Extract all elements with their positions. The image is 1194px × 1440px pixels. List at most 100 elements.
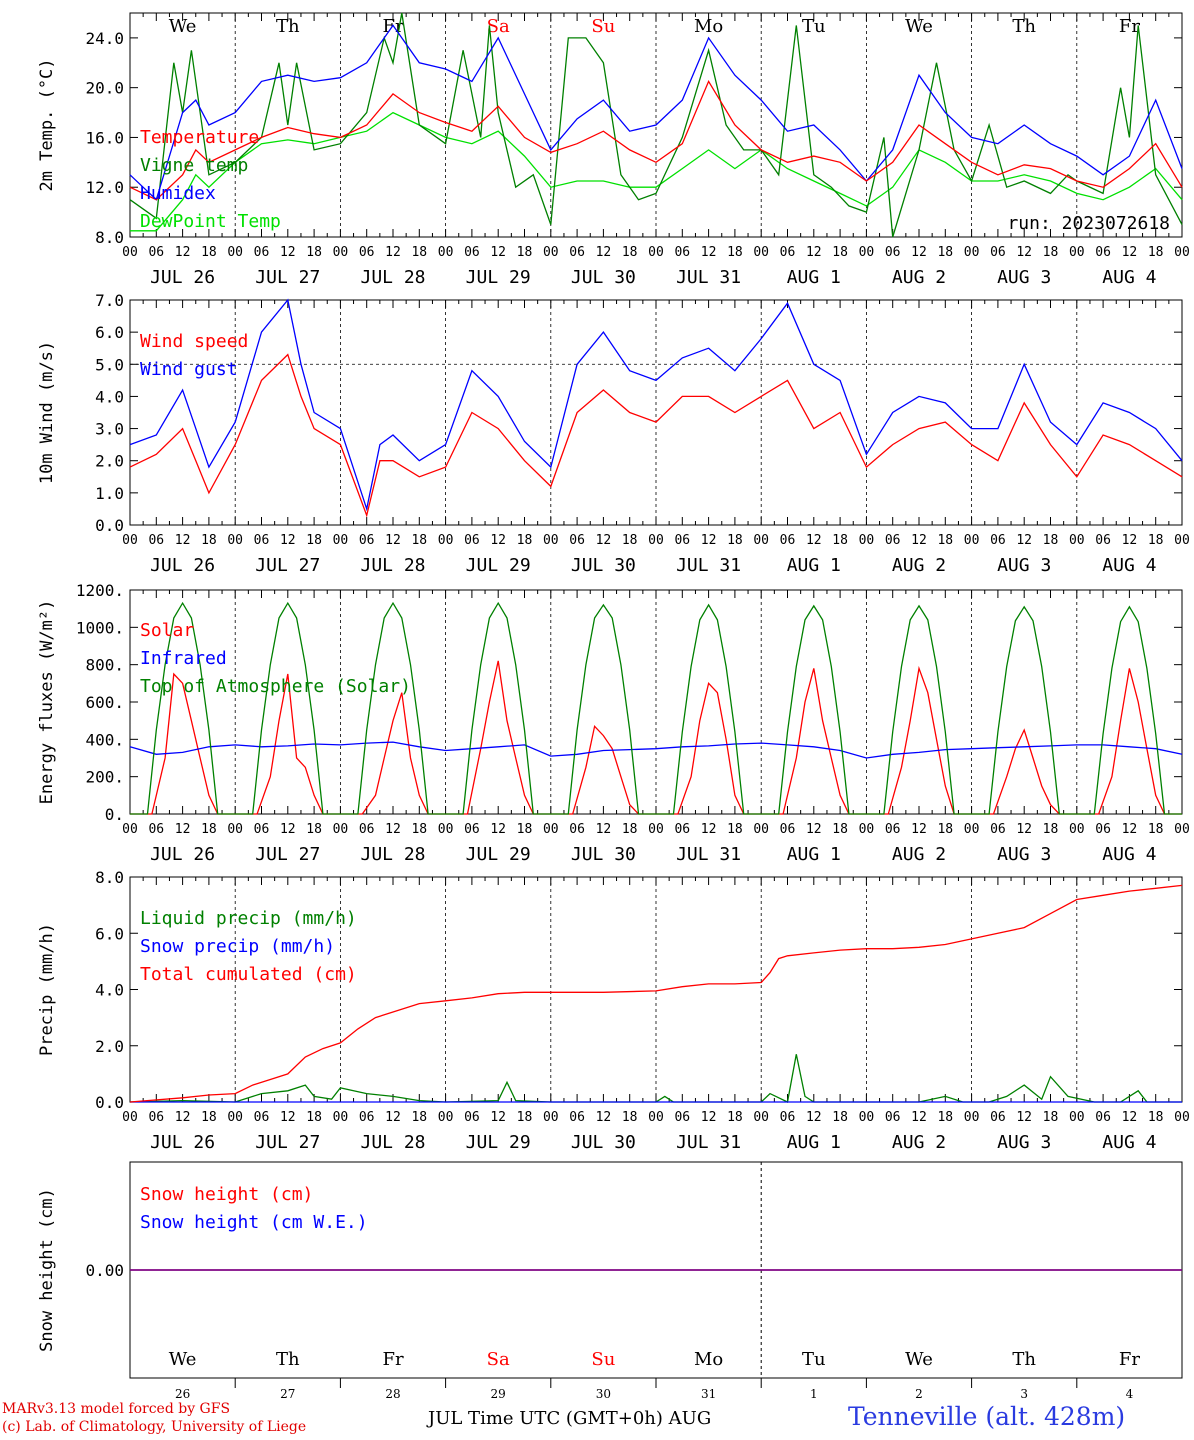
weekday-label: Tu bbox=[802, 1349, 826, 1370]
y-tick-label: 600. bbox=[85, 693, 124, 712]
hour-tick-label: 06 bbox=[1095, 533, 1111, 548]
date-label: AUG 1 bbox=[787, 844, 841, 865]
hour-tick-label: 18 bbox=[201, 245, 217, 260]
hour-tick-label: 00 bbox=[648, 533, 664, 548]
hour-tick-label: 00 bbox=[227, 1110, 243, 1125]
hour-tick-label: 18 bbox=[832, 822, 848, 837]
hour-tick-label: 00 bbox=[753, 245, 769, 260]
hour-tick-label: 06 bbox=[674, 822, 690, 837]
temp-panel: 8.0 12.0 16.0 20.0 24.0 00 06 12 18 00 06 12 18 00 06 1… bbox=[37, 12, 1190, 288]
y-axis-title: Precip (mm/h) bbox=[37, 923, 57, 1056]
date-label: JUL 30 bbox=[571, 1132, 636, 1153]
hour-tick-label: 00 bbox=[648, 1110, 664, 1125]
weekday-label: Su bbox=[591, 1349, 615, 1370]
hour-tick-label: 06 bbox=[990, 533, 1006, 548]
hour-tick-label: 12 bbox=[911, 822, 927, 837]
legend-entry: Snow height (cm W.E.) bbox=[140, 1212, 368, 1233]
y-tick-label: 6.0 bbox=[95, 924, 124, 943]
date-label: AUG 2 bbox=[892, 267, 946, 288]
y-tick-label: 5.0 bbox=[95, 355, 124, 374]
date-label: JUL 27 bbox=[255, 555, 320, 576]
date-label: AUG 2 bbox=[892, 1132, 946, 1153]
hour-tick-label: 00 bbox=[1069, 1110, 1085, 1125]
hour-tick-label: 18 bbox=[411, 533, 427, 548]
hour-tick-label: 18 bbox=[727, 245, 743, 260]
hour-tick-label: 12 bbox=[1122, 245, 1138, 260]
date-label: JUL 29 bbox=[466, 267, 531, 288]
y-tick-label: 0. bbox=[105, 805, 124, 824]
y-tick-label: 1.0 bbox=[95, 484, 124, 503]
hour-tick-label: 12 bbox=[1016, 245, 1032, 260]
hour-tick-label: 18 bbox=[411, 822, 427, 837]
hour-tick-label: 00 bbox=[122, 533, 138, 548]
hour-tick-label: 00 bbox=[648, 822, 664, 837]
hour-tick-label: 06 bbox=[780, 822, 796, 837]
legend-entry: DewPoint Temp bbox=[140, 211, 281, 232]
y-tick-label: 800. bbox=[85, 656, 124, 675]
hour-tick-label: 12 bbox=[385, 245, 401, 260]
series-line-liquid-precip-mm-h- bbox=[129, 1054, 1182, 1103]
date-label: AUG 1 bbox=[787, 267, 841, 288]
hour-tick-label: 12 bbox=[701, 822, 717, 837]
hour-tick-label: 06 bbox=[464, 822, 480, 837]
hour-tick-label: 00 bbox=[964, 533, 980, 548]
weekday-label: Fr bbox=[1119, 1349, 1140, 1370]
legend-entry: Temperature bbox=[140, 127, 259, 148]
y-tick-label: 1000. bbox=[76, 618, 124, 637]
y-tick-label: 0.0 bbox=[95, 1093, 124, 1112]
hour-tick-label: 12 bbox=[701, 533, 717, 548]
date-label: AUG 3 bbox=[997, 555, 1051, 576]
weekday-label: Th bbox=[1012, 1349, 1036, 1370]
y-tick-label: 4.0 bbox=[95, 387, 124, 406]
hour-tick-label: 12 bbox=[701, 245, 717, 260]
legend-entry: Snow precip (mm/h) bbox=[140, 936, 335, 957]
date-label: JUL 30 bbox=[571, 555, 636, 576]
hour-tick-label: 06 bbox=[254, 245, 270, 260]
hour-tick-label: 12 bbox=[280, 1110, 296, 1125]
hour-tick-label: 00 bbox=[859, 822, 875, 837]
hour-tick-label: 18 bbox=[201, 822, 217, 837]
date-label: AUG 4 bbox=[1102, 1132, 1156, 1153]
hour-tick-label: 06 bbox=[148, 822, 164, 837]
weekday-label: Fr bbox=[382, 1349, 403, 1370]
y-tick-label: 400. bbox=[85, 730, 124, 749]
hour-tick-label: 00 bbox=[333, 533, 349, 548]
hour-tick-label: 00 bbox=[1069, 245, 1085, 260]
hour-tick-label: 18 bbox=[727, 1110, 743, 1125]
hour-tick-label: 06 bbox=[359, 822, 375, 837]
y-tick-label: 6.0 bbox=[95, 323, 124, 342]
hour-tick-label: 18 bbox=[1043, 245, 1059, 260]
hour-tick-label: 00 bbox=[543, 533, 559, 548]
hour-tick-label: 06 bbox=[1095, 245, 1111, 260]
date-label: JUL 29 bbox=[466, 1132, 531, 1153]
y-axis-title: Energy fluxes (W/m²) bbox=[37, 600, 57, 805]
hour-tick-label: 12 bbox=[490, 245, 506, 260]
legend-entry: Wind speed bbox=[140, 331, 248, 352]
hour-tick-label: 00 bbox=[122, 1110, 138, 1125]
hour-tick-label: 06 bbox=[990, 822, 1006, 837]
hour-tick-label: 18 bbox=[1043, 822, 1059, 837]
day-number-label: 30 bbox=[596, 1387, 611, 1401]
weekday-label: Th bbox=[1012, 16, 1036, 37]
series-line-temperature bbox=[129, 79, 1183, 201]
hour-tick-label: 12 bbox=[385, 1110, 401, 1125]
hour-tick-label: 18 bbox=[411, 1110, 427, 1125]
date-label: JUL 26 bbox=[150, 1132, 215, 1153]
hour-tick-label: 06 bbox=[148, 245, 164, 260]
y-tick-label: 8.0 bbox=[95, 868, 124, 887]
day-number-label: 29 bbox=[491, 1387, 506, 1401]
hour-tick-label: 18 bbox=[411, 245, 427, 260]
hour-tick-label: 00 bbox=[438, 245, 454, 260]
hour-tick-label: 12 bbox=[806, 245, 822, 260]
date-label: JUL 28 bbox=[360, 555, 425, 576]
y-tick-label: 7.0 bbox=[95, 291, 124, 310]
hour-tick-label: 00 bbox=[227, 533, 243, 548]
weekday-label: Tu bbox=[802, 16, 826, 37]
hour-tick-label: 18 bbox=[1043, 1110, 1059, 1125]
series-line-vigne-temp bbox=[129, 12, 1183, 238]
hour-tick-label: 06 bbox=[569, 533, 585, 548]
hour-tick-label: 18 bbox=[832, 533, 848, 548]
series-line-dewpoint-temp bbox=[130, 111, 1183, 232]
date-label: JUL 29 bbox=[466, 555, 531, 576]
